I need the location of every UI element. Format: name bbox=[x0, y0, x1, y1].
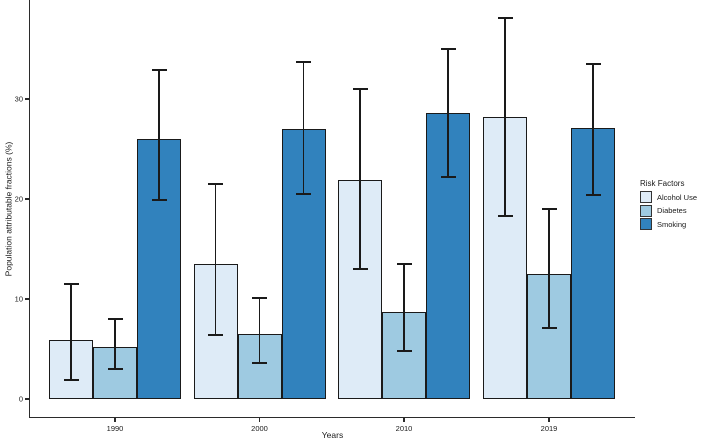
error-bar-line-2000-alcohol-use bbox=[214, 184, 217, 335]
error-bar-cap-top-2000-alcohol-use bbox=[208, 183, 223, 185]
bar-2019-alcohol-use bbox=[483, 117, 527, 399]
error-bar-cap-bottom-2000-diabetes bbox=[252, 362, 267, 364]
error-bar-cap-top-2010-smoking bbox=[440, 48, 456, 50]
legend-item-smoking: Smoking bbox=[640, 218, 697, 230]
error-bar-line-2019-diabetes bbox=[548, 209, 550, 328]
legend-item-diabetes: Diabetes bbox=[640, 204, 697, 217]
error-bar-line-1990-diabetes bbox=[114, 319, 116, 369]
x-tick-label-2019: 2019 bbox=[540, 424, 558, 433]
y-tick-20 bbox=[24, 198, 29, 200]
error-bar-cap-bottom-2010-smoking bbox=[440, 176, 456, 178]
error-bar-cap-top-2000-smoking bbox=[296, 61, 311, 63]
legend-items: Alcohol Use Diabetes Smoking bbox=[640, 191, 697, 230]
x-tick-label-2000: 2000 bbox=[251, 424, 268, 433]
legend: Risk Factors Alcohol Use Diabetes Smoking bbox=[640, 179, 697, 232]
error-bar-cap-top-2019-smoking bbox=[585, 63, 601, 65]
y-axis-line bbox=[29, 0, 31, 418]
legend-swatch-icon bbox=[640, 191, 652, 203]
x-tick-1990 bbox=[114, 417, 116, 422]
x-tick-2019 bbox=[548, 417, 550, 422]
x-tick-2010 bbox=[403, 417, 405, 422]
x-axis-title: Years bbox=[321, 430, 344, 440]
y-axis-title-box: Population attributable fractions (%) bbox=[0, 0, 17, 417]
error-bar-line-2010-diabetes bbox=[403, 264, 405, 351]
legend-title: Risk Factors bbox=[640, 179, 685, 188]
error-bar-line-2010-alcohol-use bbox=[359, 89, 361, 269]
error-bar-cap-top-2019-diabetes bbox=[541, 208, 557, 210]
y-tick-label-20: 20 bbox=[14, 194, 23, 204]
x-axis-line bbox=[29, 416, 635, 419]
error-bar-cap-top-2010-diabetes bbox=[396, 263, 412, 265]
error-bar-line-2019-smoking bbox=[592, 64, 594, 195]
error-bar-line-2000-smoking bbox=[302, 62, 305, 194]
y-tick-10 bbox=[24, 298, 29, 300]
error-bar-cap-bottom-1990-diabetes bbox=[107, 368, 123, 370]
error-bar-cap-bottom-2000-alcohol-use bbox=[208, 334, 223, 336]
error-bar-line-2000-diabetes bbox=[258, 298, 261, 363]
error-bar-line-2010-smoking bbox=[447, 49, 449, 177]
error-bar-cap-top-1990-smoking bbox=[151, 69, 167, 71]
error-bar-cap-bottom-1990-smoking bbox=[151, 199, 167, 201]
legend-item-label: Alcohol Use bbox=[657, 192, 698, 202]
legend-item-label: Smoking bbox=[657, 219, 687, 229]
error-bar-cap-top-1990-alcohol-use bbox=[63, 283, 79, 285]
error-bar-line-1990-smoking bbox=[158, 70, 160, 200]
error-bar-cap-bottom-1990-alcohol-use bbox=[63, 379, 79, 381]
error-bar-cap-bottom-2010-alcohol-use bbox=[352, 268, 368, 270]
legend-item-alcohol-use: Alcohol Use bbox=[640, 191, 697, 203]
error-bar-line-2019-alcohol-use bbox=[504, 18, 506, 216]
error-bar-cap-top-2000-diabetes bbox=[252, 297, 267, 299]
error-bar-cap-top-2019-alcohol-use bbox=[497, 17, 513, 19]
error-bar-cap-bottom-2010-diabetes bbox=[396, 350, 412, 352]
bar-1990-diabetes bbox=[93, 347, 137, 399]
error-bar-cap-top-2010-alcohol-use bbox=[352, 88, 368, 90]
y-tick-label-10: 10 bbox=[14, 294, 23, 304]
legend-swatch-icon bbox=[640, 204, 652, 217]
x-tick-2000 bbox=[258, 417, 261, 422]
error-bar-cap-bottom-2019-smoking bbox=[585, 194, 601, 196]
x-tick-label-1990: 1990 bbox=[106, 424, 124, 433]
error-bar-cap-bottom-2019-alcohol-use bbox=[497, 215, 513, 217]
legend-item-label: Diabetes bbox=[657, 206, 687, 215]
y-tick-label-30: 30 bbox=[14, 94, 23, 104]
y-tick-label-0: 0 bbox=[18, 394, 23, 404]
y-axis-title: Population attributable fractions (%) bbox=[3, 141, 14, 276]
y-tick-0 bbox=[24, 398, 29, 400]
error-bar-line-1990-alcohol-use bbox=[70, 284, 72, 380]
error-bar-cap-bottom-2019-diabetes bbox=[541, 327, 557, 329]
y-tick-30 bbox=[24, 98, 29, 100]
legend-swatch-icon bbox=[640, 218, 652, 230]
error-bar-cap-top-1990-diabetes bbox=[107, 318, 123, 320]
x-tick-label-2010: 2010 bbox=[395, 424, 413, 433]
error-bar-cap-bottom-2000-smoking bbox=[296, 193, 311, 195]
